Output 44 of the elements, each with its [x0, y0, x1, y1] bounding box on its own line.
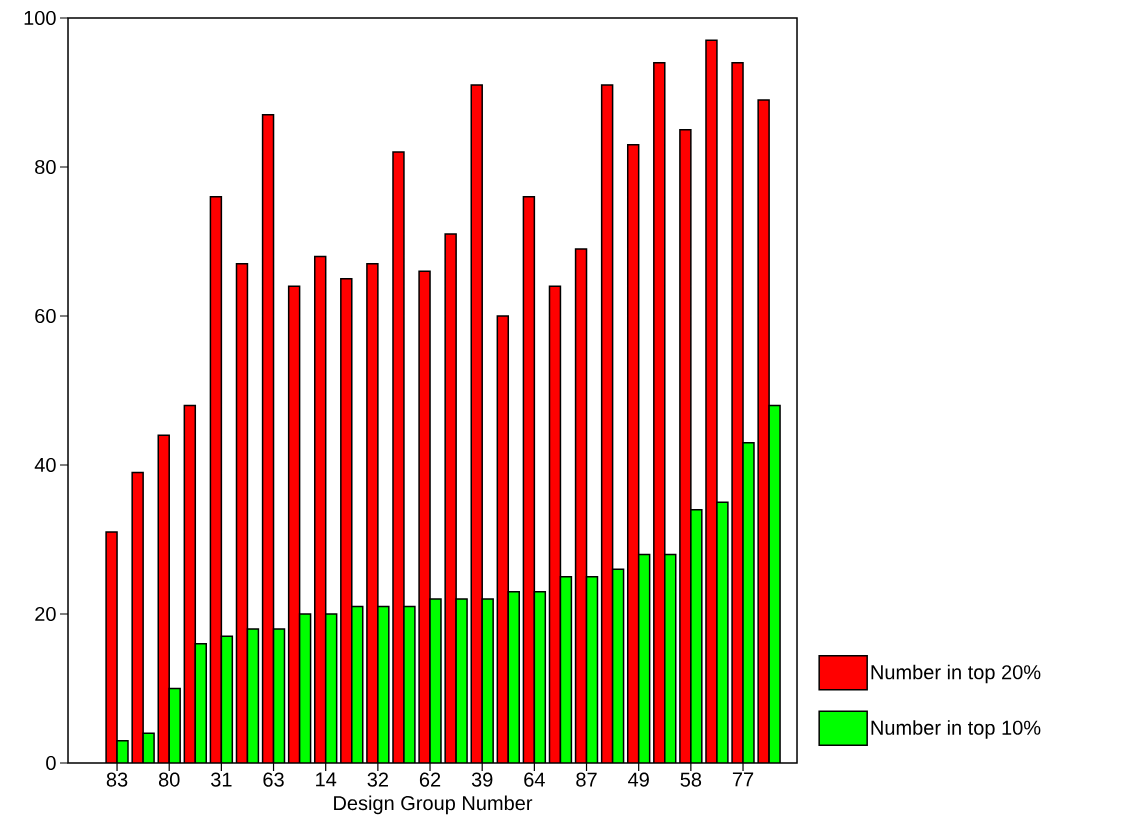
x-tick-label: 83 [106, 772, 128, 787]
bar [549, 286, 561, 763]
y-tick-label: 20 [35, 606, 56, 622]
x-tick-label: 62 [419, 772, 441, 787]
bar [314, 255, 327, 763]
bar [261, 114, 275, 763]
bar [272, 628, 286, 763]
bar [246, 628, 260, 763]
x-tick-label: 80 [158, 772, 180, 787]
bar [287, 285, 301, 763]
y-tick-label: 100 [24, 10, 56, 26]
x-tick-label: 77 [732, 772, 754, 787]
bar [324, 613, 338, 763]
bar [626, 143, 640, 763]
y-tick-label: 40 [34, 457, 56, 473]
bar [183, 404, 197, 763]
x-tick-label: 31 [211, 772, 232, 787]
legend-label: Number in top 20% [871, 664, 1041, 684]
x-tick-label: 58 [680, 772, 702, 787]
bar [560, 576, 572, 763]
x-tick-label: 39 [471, 772, 493, 787]
y-tick-label: 80 [35, 159, 56, 175]
x-tick-label: 64 [524, 772, 545, 787]
bar [585, 575, 599, 763]
y-tick-label: 0 [46, 755, 56, 771]
bar [533, 590, 547, 763]
bar [574, 248, 588, 763]
bar [637, 553, 651, 763]
x-tick-label: 32 [367, 772, 388, 787]
bar [600, 84, 614, 763]
bar [209, 196, 223, 763]
bar [522, 196, 536, 763]
bar [220, 635, 234, 763]
x-tick-label: 49 [628, 772, 649, 787]
x-tick-label: 63 [263, 772, 284, 787]
bar [611, 568, 625, 763]
bar [298, 613, 312, 763]
y-tick-label: 60 [35, 308, 56, 324]
x-tick-label: 14 [316, 772, 337, 787]
bar [496, 315, 510, 763]
legend-label: Number in top 10% [871, 720, 1041, 739]
x-tick-label: 87 [576, 772, 597, 787]
x-axis-title: Design Group Number [334, 795, 533, 815]
bar [235, 263, 249, 763]
